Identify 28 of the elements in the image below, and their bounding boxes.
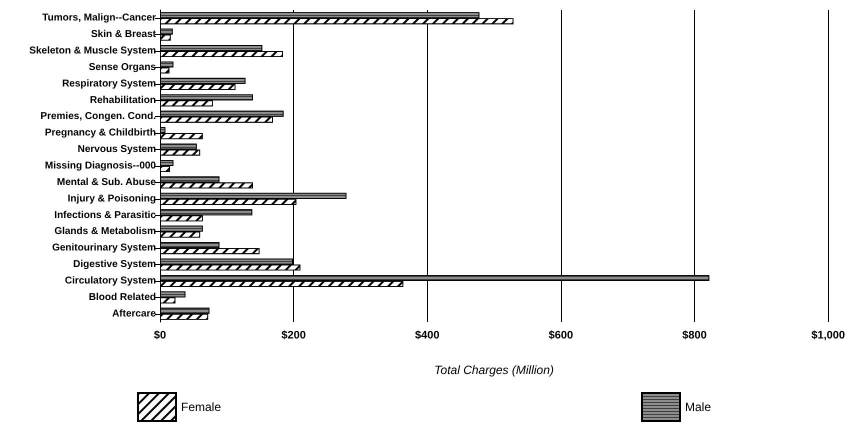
- y-tick-label: Glands & Metabolism: [54, 226, 156, 238]
- y-tick-label: Respiratory System: [62, 78, 156, 90]
- y-tick-label: Skin & Breast: [90, 29, 157, 40]
- x-axis-title: Total Charges (Million): [434, 363, 554, 377]
- y-tick-label: Rehabilitation: [90, 94, 156, 106]
- x-tick-label: $0: [154, 330, 166, 342]
- x-tick-label: $1,000: [811, 330, 846, 342]
- y-tick-label: Aftercare: [112, 308, 156, 320]
- y-tick-label: Tumors, Malign--Cancer: [42, 12, 156, 24]
- y-tick-label: Nervous System: [78, 144, 156, 156]
- y-tick-label: Injury & Poisoning: [68, 193, 156, 204]
- y-tick-label: Circulatory System: [64, 275, 156, 286]
- y-tick-label: Digestive System: [73, 259, 156, 270]
- y-tick-label: Sense Organs: [88, 62, 156, 73]
- y-tick-label: Premies, Congen. Cond.: [40, 111, 156, 122]
- y-tick-label: Mental & Sub. Abuse: [56, 176, 156, 188]
- x-tick-label: $400: [415, 330, 440, 342]
- legend-label: Male: [685, 400, 712, 414]
- x-tick-label: $600: [548, 330, 574, 342]
- y-tick-label: Infections & Parasitic: [54, 210, 156, 221]
- y-tick-label: Missing Diagnosis--000: [44, 160, 156, 172]
- y-tick-label: Genitourinary System: [52, 242, 156, 254]
- y-tick-label: Blood Related: [88, 292, 156, 303]
- y-tick-label: Pregnancy & Childbirth: [44, 128, 156, 139]
- x-tick-label: $200: [281, 330, 306, 342]
- y-tick-label: Skeleton & Muscle System: [29, 46, 156, 57]
- legend-label: Female: [180, 400, 222, 414]
- x-tick-label: $800: [682, 330, 707, 342]
